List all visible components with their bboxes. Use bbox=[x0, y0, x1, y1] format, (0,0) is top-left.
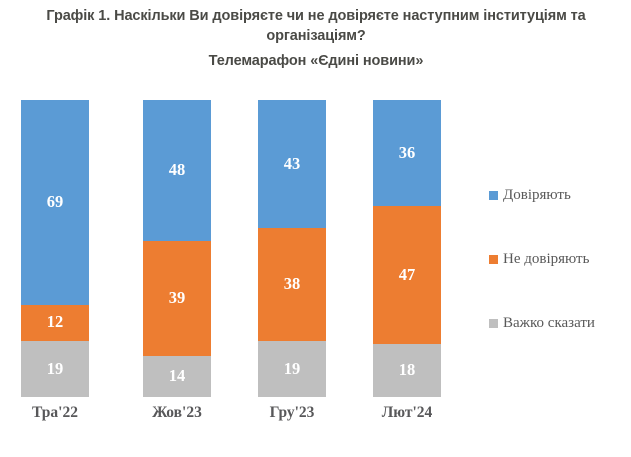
legend-swatch-icon bbox=[489, 190, 498, 200]
legend-item-trust[interactable]: Довіряють bbox=[489, 186, 629, 204]
plot-area: 69 12 19 48 39 14 bbox=[0, 100, 460, 397]
bar-value-label: 69 bbox=[46, 192, 64, 212]
bar-column-zhov23: 48 39 14 bbox=[143, 100, 211, 397]
legend-item-hard-to-say[interactable]: Важко сказати bbox=[489, 314, 629, 332]
bar-segment-trust[interactable]: 69 bbox=[21, 100, 89, 305]
page-title: Графік 1. Наскільки Ви довіряєте чи не д… bbox=[46, 8, 586, 44]
bar-value-label: 14 bbox=[168, 366, 186, 386]
bar-segment-hard-to-say[interactable]: 18 bbox=[373, 344, 441, 397]
bar-stack: 48 39 14 bbox=[143, 100, 211, 397]
bar-segment-distrust[interactable]: 47 bbox=[373, 205, 441, 345]
bar-segment-trust[interactable]: 48 bbox=[143, 100, 211, 242]
bar-value-label: 19 bbox=[283, 358, 301, 378]
chart-subtitle: Телемарафон «Єдині новини» bbox=[208, 53, 424, 69]
legend-swatch-icon bbox=[489, 254, 498, 264]
bar-segment-hard-to-say[interactable]: 19 bbox=[258, 340, 326, 397]
bar-value-label: 43 bbox=[283, 153, 301, 173]
legend-label: Важко сказати bbox=[503, 314, 595, 331]
bar-segment-hard-to-say[interactable]: 19 bbox=[21, 340, 89, 397]
x-axis-tick-label: Лют'24 bbox=[381, 404, 433, 421]
bar-value-label: 19 bbox=[46, 358, 64, 378]
x-axis-tick-label: Гру'23 bbox=[269, 404, 315, 421]
x-axis-tick-label: Тра'22 bbox=[32, 404, 78, 421]
bar-segment-distrust[interactable]: 38 bbox=[258, 227, 326, 341]
bar-stack: 43 38 19 bbox=[258, 100, 326, 397]
x-axis-tick-label: Жов'23 bbox=[152, 404, 202, 421]
legend-item-distrust[interactable]: Не довіряють bbox=[489, 250, 629, 268]
bar-column-gru23: 43 38 19 bbox=[258, 100, 326, 397]
bar-value-label: 39 bbox=[168, 288, 186, 308]
legend-label: Довіряють bbox=[503, 186, 571, 203]
bar-value-label: 38 bbox=[283, 273, 301, 293]
chart-legend: Довіряють Не довіряють Важко сказати bbox=[489, 186, 629, 332]
bar-value-label: 47 bbox=[398, 264, 416, 284]
bar-segment-trust[interactable]: 43 bbox=[258, 100, 326, 228]
legend-swatch-icon bbox=[489, 318, 498, 328]
bar-value-label: 36 bbox=[398, 142, 416, 162]
bar-value-label: 12 bbox=[46, 312, 64, 332]
bar-stack: 36 47 18 bbox=[373, 100, 441, 397]
bar-column-tra22: 69 12 19 bbox=[21, 100, 89, 397]
bar-segment-hard-to-say[interactable]: 14 bbox=[143, 355, 211, 397]
bar-column-lyut24: 36 47 18 bbox=[373, 100, 441, 397]
bar-value-label: 48 bbox=[168, 160, 186, 180]
x-axis-labels: Тра'22 Жов'23 Гру'23 Лют'24 bbox=[0, 404, 460, 430]
bar-segment-distrust[interactable]: 39 bbox=[143, 241, 211, 356]
chart-title-block: Графік 1. Наскільки Ви довіряєте чи не д… bbox=[38, 6, 594, 71]
legend-label: Не довіряють bbox=[503, 250, 590, 267]
bar-segment-distrust[interactable]: 12 bbox=[21, 304, 89, 341]
bar-value-label: 18 bbox=[398, 360, 416, 380]
bar-stack: 69 12 19 bbox=[21, 100, 89, 397]
bar-segment-trust[interactable]: 36 bbox=[373, 100, 441, 206]
